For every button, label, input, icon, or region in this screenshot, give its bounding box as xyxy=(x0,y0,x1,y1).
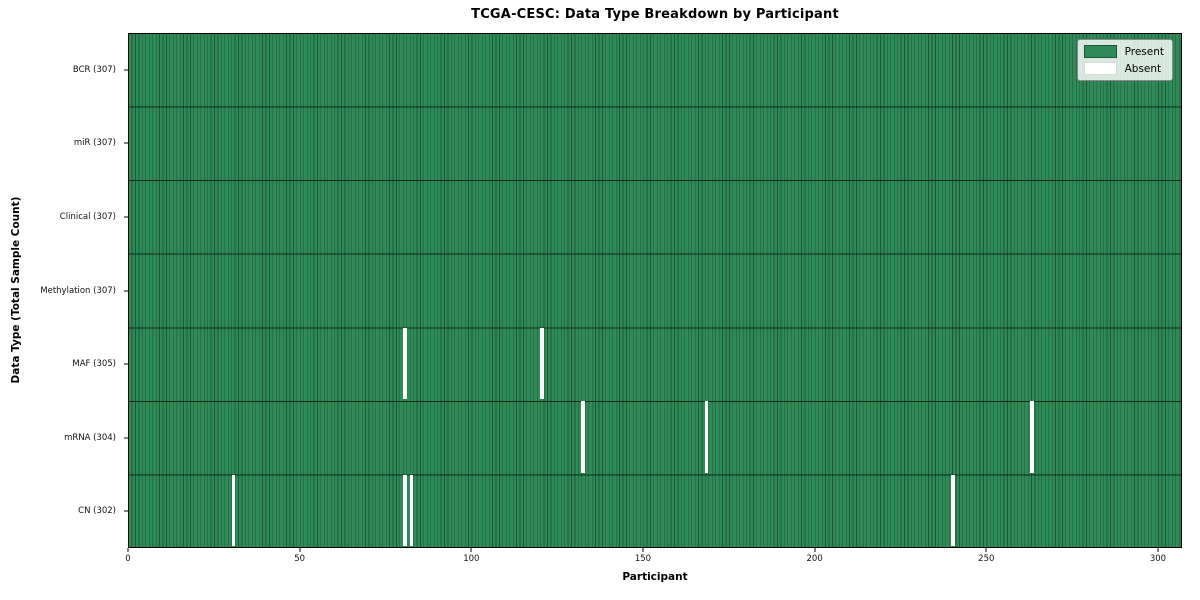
absent-swatch xyxy=(1083,62,1117,75)
x-tick-label: 150 xyxy=(634,554,652,564)
legend-item-absent: Absent xyxy=(1083,62,1164,75)
plot-area: Present Absent xyxy=(128,33,1182,548)
x-tick-label: 300 xyxy=(1149,554,1167,564)
y-tick-mark xyxy=(124,510,128,512)
y-tick-mark xyxy=(124,216,128,218)
y-tick-label: MAF (305) xyxy=(72,359,116,370)
absent-line xyxy=(951,474,955,546)
absent-line xyxy=(581,401,585,473)
x-tick-label: 250 xyxy=(978,554,995,564)
x-tick-mark xyxy=(127,548,129,552)
x-tick-label: 50 xyxy=(294,554,306,564)
absent-line xyxy=(403,328,407,400)
absent-line xyxy=(403,474,407,546)
x-tick-mark xyxy=(985,548,987,552)
y-tick-mark xyxy=(124,69,128,71)
y-tick-mark xyxy=(124,142,128,144)
y-tick-label: mRNA (304) xyxy=(64,432,116,443)
legend: Present Absent xyxy=(1076,39,1173,81)
absent-line xyxy=(231,474,236,546)
y-tick-label: Clinical (307) xyxy=(59,211,116,222)
x-axis-label: Participant xyxy=(622,571,688,583)
y-tick-mark xyxy=(124,437,128,439)
absent-line xyxy=(409,474,414,546)
x-tick-mark xyxy=(642,548,644,552)
x-axis: 0 50 100 150 200 250 300 xyxy=(125,548,1182,578)
y-axis: BCR (307) miR (307) Clinical (307) Methylat… xyxy=(0,33,128,548)
y-tick-label: CN (302) xyxy=(78,506,116,517)
y-tick-label: BCR (307) xyxy=(72,64,116,75)
absent-line xyxy=(1030,401,1034,473)
absent-line xyxy=(540,328,544,400)
y-tick-label: Methylation (307) xyxy=(40,285,116,296)
x-tick-mark xyxy=(299,548,301,552)
y-tick-mark xyxy=(124,363,128,365)
x-tick-label: 0 xyxy=(125,554,131,564)
absent-line xyxy=(704,401,709,473)
x-tick-label: 100 xyxy=(463,554,480,564)
x-tick-mark xyxy=(1157,548,1159,552)
y-tick-label: miR (307) xyxy=(73,138,116,149)
present-swatch xyxy=(1083,45,1117,58)
x-tick-mark xyxy=(814,548,816,552)
legend-label-present: Present xyxy=(1124,45,1164,58)
legend-label-absent: Absent xyxy=(1124,62,1162,75)
x-tick-mark xyxy=(470,548,472,552)
x-tick-label: 200 xyxy=(806,554,823,564)
y-tick-mark xyxy=(124,290,128,291)
legend-item-present: Present xyxy=(1083,45,1164,58)
chart-title: TCGA-CESC: Data Type Breakdown by Partic… xyxy=(471,7,839,22)
